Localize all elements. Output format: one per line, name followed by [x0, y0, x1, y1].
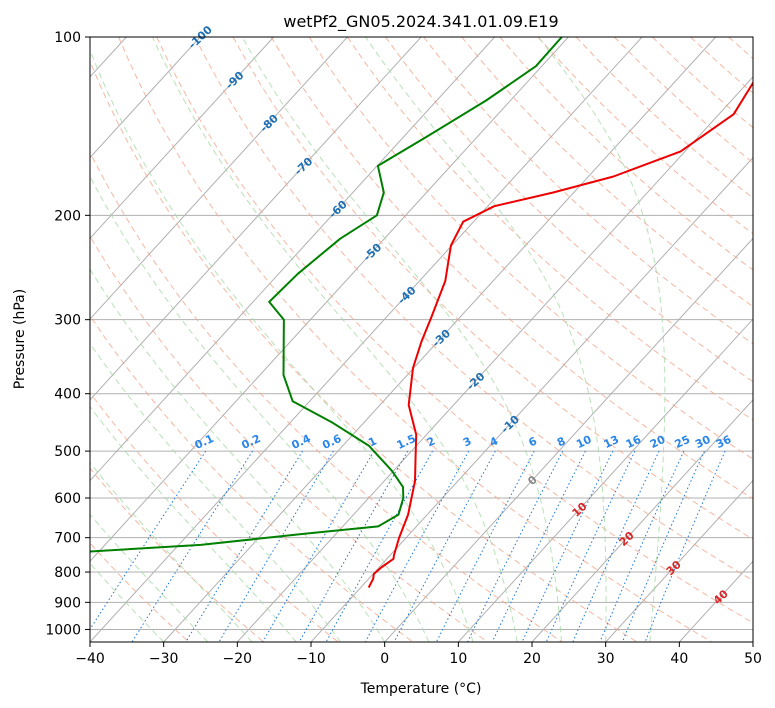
mixing-ratio-label: 13	[602, 433, 621, 451]
moist-adiabat	[90, 175, 430, 642]
dry-adiabat	[90, 235, 488, 642]
x-tick-label: 20	[523, 651, 541, 667]
background-lines	[90, 37, 753, 642]
profile-line	[367, 80, 753, 589]
x-tick-label: 10	[449, 651, 467, 667]
moist-adiabat	[90, 462, 253, 642]
y-tick-label: 900	[54, 595, 81, 611]
x-tick-label: 50	[744, 651, 762, 667]
axes: −40 −30 −20 −10 0 10 20 30 40 50 100 200 300 400 500 60…	[45, 30, 762, 667]
dry-adiabat	[308, 37, 753, 460]
mixing-ratio-label: 10	[574, 433, 594, 451]
isotherm-line	[531, 399, 753, 642]
isotherm-line	[90, 37, 496, 482]
mixing-ratio-label: 25	[673, 433, 692, 451]
dry-adiabat	[232, 37, 753, 540]
mixing-ratio-line	[572, 450, 660, 642]
x-tick-label: 0	[380, 651, 389, 667]
chart-title: wetPf2_GN05.2024.341.01.09.E19	[283, 12, 558, 32]
mixing-ratio-line	[298, 450, 409, 642]
plot-frame	[89, 36, 754, 643]
mixing-ratio-label: 30	[693, 433, 713, 451]
dry-adiabat	[346, 37, 753, 421]
x-tick-label: 40	[670, 651, 688, 667]
isotherm-line	[90, 37, 569, 562]
moist-adiabat	[90, 268, 386, 642]
moist-adiabat	[90, 48, 474, 642]
profile-lines	[90, 37, 753, 589]
dry-adiabat	[156, 37, 753, 624]
x-tick-label: −10	[296, 651, 326, 667]
moist-adiabat	[537, 37, 666, 642]
dry-adiabat	[90, 151, 563, 642]
moist-adiabat	[152, 37, 518, 642]
x-tick-label: −20	[223, 651, 253, 667]
mixing-ratio-line	[393, 450, 496, 642]
dry-adiabat	[461, 37, 753, 308]
x-tick-label: −30	[149, 651, 179, 667]
isotherm-line	[457, 318, 753, 642]
x-tick-label: −40	[75, 651, 105, 667]
isotherm-line	[90, 37, 348, 320]
y-tick-label: 600	[54, 491, 81, 507]
y-tick-label: 700	[54, 531, 81, 547]
isotherm-line	[605, 479, 753, 642]
dry-adiabat	[270, 37, 753, 500]
isotherm-line	[90, 37, 422, 401]
mixing-ratio-line	[185, 450, 304, 642]
dry-adiabat	[194, 37, 753, 582]
x-axis-label: Temperature (°C)	[360, 681, 482, 697]
mixing-ratio-line	[364, 450, 470, 642]
y-tick-label: 100	[54, 30, 81, 46]
mixing-ratio-line	[521, 450, 614, 642]
y-axis-label: Pressure (hPa)	[12, 289, 28, 389]
moist-adiabat	[241, 37, 562, 642]
isotherm-line	[90, 37, 201, 159]
isotherm-line	[90, 37, 643, 642]
isotherm-line	[90, 37, 275, 240]
y-tick-label: 200	[54, 208, 81, 224]
y-tick-label: 500	[54, 444, 81, 460]
moist-adiabat	[90, 405, 297, 642]
mixing-ratio-label: 16	[624, 433, 644, 451]
mixing-ratio-label: 20	[648, 433, 668, 451]
y-tick-label: 400	[54, 387, 81, 403]
isotherm-line	[384, 237, 753, 642]
x-tick-label: 30	[597, 651, 615, 667]
y-tick-label: 800	[54, 565, 81, 581]
dry-adiabat	[90, 467, 264, 642]
profile-line	[90, 37, 563, 553]
moist-adiabat	[90, 342, 341, 642]
mixing-ratio-label: 36	[714, 433, 734, 451]
mixing-ratio-line	[491, 450, 586, 642]
dry-adiabat	[118, 37, 712, 642]
y-tick-label: 1000	[45, 622, 81, 638]
mixing-ratio-line	[545, 450, 636, 642]
dry-adiabat	[90, 60, 638, 642]
y-tick-label: 300	[54, 313, 81, 329]
mixing-ratio-line	[325, 450, 433, 642]
mixing-ratio-line	[467, 450, 564, 642]
isotherm-line	[236, 76, 753, 642]
moist-adiabat	[365, 37, 607, 642]
mixing-ratio-line	[435, 450, 535, 642]
